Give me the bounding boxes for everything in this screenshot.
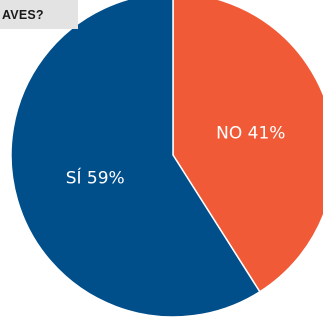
pie-slice-no [172, 0, 323, 293]
pie-labels: NO 41% SÍ 59% [66, 123, 286, 188]
chart-title: AVES? [0, 0, 78, 29]
pie-slices [10, 0, 323, 318]
slice-label: SÍ 59% [66, 167, 125, 189]
pie-slice-si [10, 0, 261, 318]
slice-label: NO 41% [216, 123, 285, 143]
